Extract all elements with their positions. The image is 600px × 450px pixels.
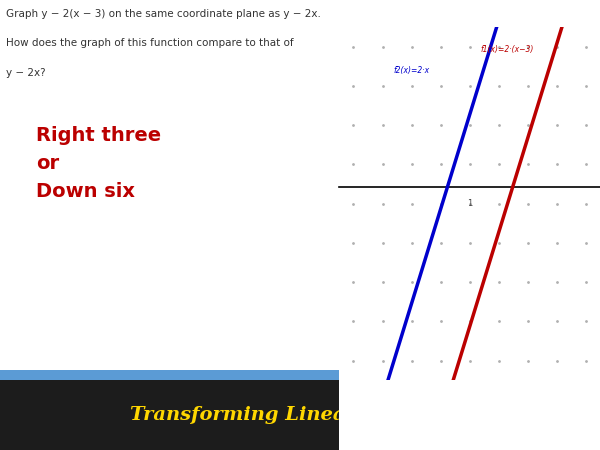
Text: f1(x)=2·(x−3): f1(x)=2·(x−3)	[481, 45, 534, 54]
Text: y − 2x?: y − 2x?	[6, 68, 46, 77]
Text: Graph y − 2(x − 3) on the same coordinate plane as y − 2x.: Graph y − 2(x − 3) on the same coordinat…	[6, 9, 321, 19]
Text: f2(x)=2·x: f2(x)=2·x	[394, 66, 430, 75]
Text: Transforming Linear Functions: Transforming Linear Functions	[130, 406, 470, 424]
Text: How does the graph of this function compare to that of: How does the graph of this function comp…	[6, 38, 293, 48]
Text: 1: 1	[467, 199, 472, 208]
Bar	[339, 0, 600, 27]
Bar	[0, 380, 600, 450]
Bar	[339, 380, 600, 450]
Bar	[0, 370, 339, 380]
Text: Right three
or
Down six: Right three or Down six	[36, 126, 161, 201]
